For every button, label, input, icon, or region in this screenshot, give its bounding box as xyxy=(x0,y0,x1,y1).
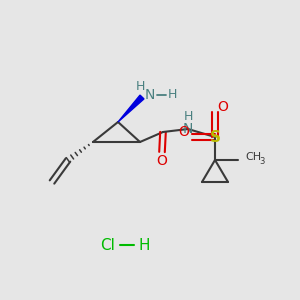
Text: CH: CH xyxy=(245,152,261,162)
Text: S: S xyxy=(209,130,220,145)
Text: Cl: Cl xyxy=(100,238,116,253)
Text: O: O xyxy=(218,100,228,114)
Polygon shape xyxy=(118,95,144,122)
Text: 3: 3 xyxy=(259,157,264,166)
Text: H: H xyxy=(167,88,177,101)
Text: N: N xyxy=(183,122,193,136)
Text: H: H xyxy=(135,80,145,94)
Text: H: H xyxy=(138,238,150,253)
Text: N: N xyxy=(145,88,155,102)
Text: H: H xyxy=(183,110,193,124)
Text: O: O xyxy=(178,125,189,139)
Text: O: O xyxy=(157,154,167,168)
